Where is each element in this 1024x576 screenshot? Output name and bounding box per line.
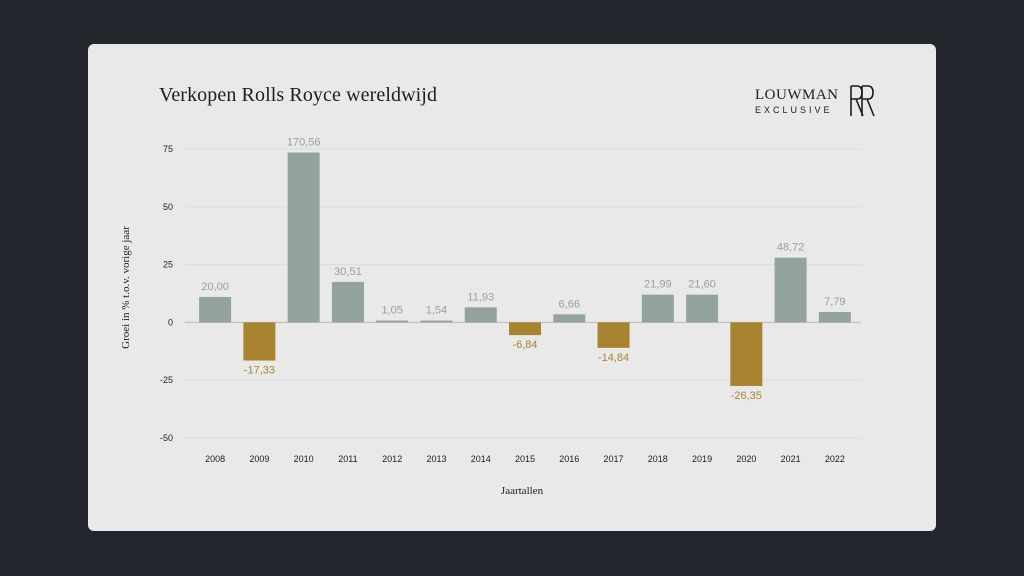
value-label-2015: -6,84 xyxy=(512,339,537,351)
y-axis-title: Groei in % t.o.v. vorige jaar xyxy=(120,226,132,349)
bar-2016 xyxy=(553,314,586,323)
bar-2015 xyxy=(509,322,541,336)
value-label-2014: 11,93 xyxy=(467,291,494,303)
value-label-2016: 6,66 xyxy=(559,298,580,310)
x-tick-label: 2022 xyxy=(825,454,845,464)
x-tick-label: 2012 xyxy=(382,454,402,464)
x-axis-title: Jaartallen xyxy=(501,485,544,497)
y-tick-label: -25 xyxy=(160,375,173,385)
value-label-2013: 1,54 xyxy=(426,305,447,317)
y-tick-label: 25 xyxy=(163,260,173,270)
bar-2013 xyxy=(420,320,453,323)
x-tick-label: 2013 xyxy=(426,454,446,464)
x-tick-label: 2015 xyxy=(515,454,535,464)
value-label-2011: 30,51 xyxy=(334,266,362,278)
bar-2020 xyxy=(730,322,763,386)
value-label-2008: 20,00 xyxy=(201,281,229,293)
axis-ticks: 75 50 25 0 -25 -50 2008 2009 2010 2011 2012 2013 201… xyxy=(160,144,845,464)
x-tick-label: 2011 xyxy=(338,454,357,464)
x-tick-label: 2021 xyxy=(781,454,801,464)
bar-2011 xyxy=(331,281,364,323)
value-labels: 20,00 -17,33 170,56 30,51 1,05 1,54 11,93 -6,84… xyxy=(201,136,845,402)
bar-2009 xyxy=(243,322,276,361)
y-tick-label: 0 xyxy=(168,317,173,327)
bar-chart: 20,00 -17,33 170,56 30,51 1,05 1,54 11,93 -6,84… xyxy=(120,136,861,497)
y-tick-label: -50 xyxy=(160,433,173,443)
chart-title: Verkopen Rolls Royce wereldwijd xyxy=(159,84,438,106)
bar-2018 xyxy=(641,294,674,323)
value-label-2022: 7,79 xyxy=(824,296,845,308)
value-label-2010: 170,56 xyxy=(287,136,321,148)
rolls-royce-rr-monogram-icon xyxy=(850,85,875,117)
value-label-2018: 21,99 xyxy=(644,279,672,291)
value-label-2020: -26,35 xyxy=(731,390,762,402)
x-tick-label: 2009 xyxy=(249,454,269,464)
x-tick-label: 2018 xyxy=(648,454,668,464)
x-tick-label: 2020 xyxy=(736,454,756,464)
value-label-2009: -17,33 xyxy=(244,365,275,377)
bar-2017 xyxy=(597,322,630,348)
brand-name: LOUWMAN xyxy=(755,87,839,103)
chart-card: Verkopen Rolls Royce wereldwijd LOUWMAN … xyxy=(88,44,936,531)
bar-2022 xyxy=(818,311,851,323)
x-tick-label: 2010 xyxy=(294,454,314,464)
bar-2021 xyxy=(774,257,807,323)
value-label-2021: 48,72 xyxy=(777,242,805,254)
value-label-2017: -14,84 xyxy=(598,352,629,364)
x-tick-label: 2019 xyxy=(692,454,712,464)
x-tick-label: 2016 xyxy=(559,454,579,464)
y-tick-label: 75 xyxy=(163,144,173,154)
x-tick-label: 2017 xyxy=(604,454,624,464)
x-tick-label: 2014 xyxy=(471,454,491,464)
x-tick-label: 2008 xyxy=(205,454,225,464)
y-tick-label: 50 xyxy=(163,202,173,212)
bar-2012 xyxy=(376,320,409,323)
value-label-2012: 1,05 xyxy=(381,305,402,317)
bar-2008 xyxy=(199,296,232,323)
bar-2010 xyxy=(287,152,320,323)
value-label-2019: 21,60 xyxy=(688,279,716,291)
bar-2014 xyxy=(464,307,497,323)
louwman-exclusive-logo: LOUWMAN EXCLUSIVE xyxy=(755,86,845,116)
bars xyxy=(199,152,851,386)
brand-subtitle: EXCLUSIVE xyxy=(755,105,833,115)
bar-2019 xyxy=(686,294,719,323)
